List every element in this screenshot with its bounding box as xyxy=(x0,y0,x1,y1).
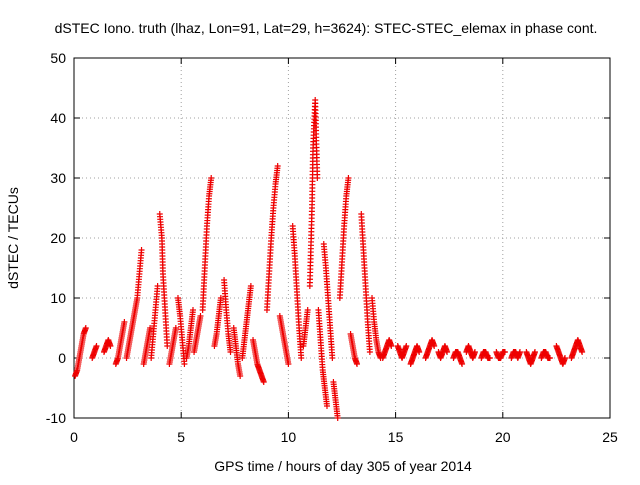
data-point xyxy=(459,361,466,367)
data-point xyxy=(416,349,423,355)
data-point xyxy=(345,175,352,181)
data-point xyxy=(471,349,478,355)
data-point xyxy=(531,349,538,355)
y-tick-label: 50 xyxy=(50,50,66,66)
data-point xyxy=(247,283,254,289)
x-tick-label: 20 xyxy=(495,429,511,445)
y-tick-label: 20 xyxy=(50,230,66,246)
data-point xyxy=(154,283,161,289)
data-point xyxy=(164,343,171,349)
data-point xyxy=(172,325,179,331)
data-point xyxy=(260,379,267,385)
x-tick-label: 25 xyxy=(602,429,618,445)
data-point xyxy=(208,175,215,181)
y-tick-label: 0 xyxy=(58,350,66,366)
y-tick-label: 30 xyxy=(50,170,66,186)
data-point xyxy=(138,247,145,253)
y-tick-label: 10 xyxy=(50,290,66,306)
data-point xyxy=(298,355,305,361)
data-point xyxy=(189,307,196,313)
axis-ticks xyxy=(73,57,611,419)
chart-title: dSTEC Iono. truth (lhaz, Lon=91, Lat=29,… xyxy=(55,20,598,36)
y-tick-label: -10 xyxy=(46,410,66,426)
data-point xyxy=(285,361,292,367)
data-point xyxy=(314,175,321,181)
y-tick-label: 40 xyxy=(50,110,66,126)
data-point xyxy=(227,349,234,355)
data-point xyxy=(304,307,311,313)
data-point xyxy=(561,355,568,361)
data-point xyxy=(334,415,341,421)
data-points xyxy=(72,97,586,421)
data-point xyxy=(329,355,336,361)
data-point xyxy=(121,319,128,325)
y-axis-label: dSTEC / TECUs xyxy=(5,187,21,289)
data-point xyxy=(486,355,493,361)
data-point xyxy=(546,355,553,361)
data-point xyxy=(516,349,523,355)
data-point xyxy=(217,295,224,301)
data-point xyxy=(181,361,188,367)
x-tick-label: 0 xyxy=(70,429,78,445)
data-point xyxy=(237,373,244,379)
data-point xyxy=(403,343,410,349)
data-point xyxy=(354,361,361,367)
data-point xyxy=(388,343,395,349)
data-point xyxy=(366,349,373,355)
data-point xyxy=(197,313,204,319)
data-point xyxy=(274,163,281,169)
data-point xyxy=(501,349,508,355)
data-point xyxy=(444,349,451,355)
data-point xyxy=(93,343,100,349)
data-point xyxy=(107,343,114,349)
x-tick-label: 5 xyxy=(177,429,185,445)
data-point xyxy=(82,325,89,331)
data-point xyxy=(323,403,330,409)
x-tick-labels: 0 5 10 15 20 25 xyxy=(70,429,618,445)
data-point xyxy=(147,325,154,331)
data-point xyxy=(431,343,438,349)
y-tick-labels: -10 0 10 20 30 40 50 xyxy=(46,50,66,426)
x-axis-label: GPS time / hours of day 305 of year 2014 xyxy=(214,458,472,474)
data-point xyxy=(579,349,586,355)
x-tick-label: 10 xyxy=(281,429,297,445)
x-tick-label: 15 xyxy=(388,429,404,445)
